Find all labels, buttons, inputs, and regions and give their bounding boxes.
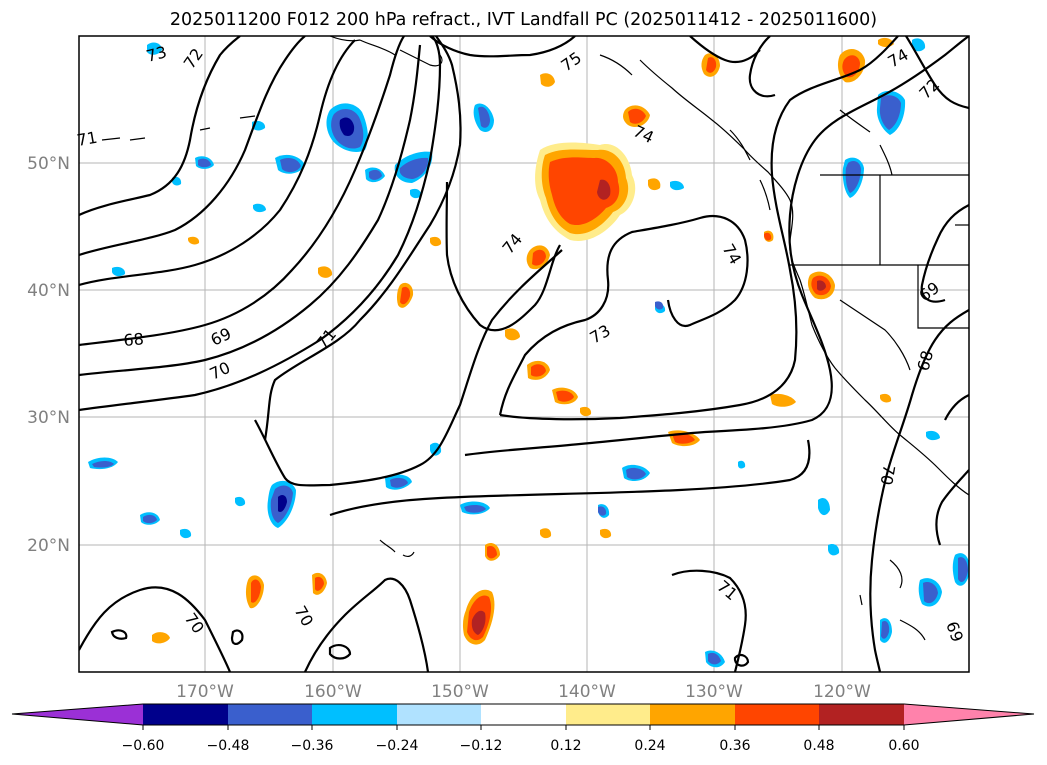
lat-label: 30°N: [27, 408, 70, 428]
longitude-labels: 170°W 160°W 150°W 140°W 130°W 120°W: [176, 682, 871, 702]
lat-label: 20°N: [27, 536, 70, 556]
map-title: 2025011200 F012 200 hPa refract., IVT La…: [169, 10, 878, 30]
contour-label: 73: [144, 42, 169, 66]
gridlines: [79, 36, 969, 672]
lon-label: 160°W: [304, 682, 362, 702]
map-frame-bg: [79, 36, 969, 672]
colorbar-ticks: [142, 725, 905, 730]
colorbar-segment: [735, 704, 819, 725]
colorbar-tick-label: 0.12: [550, 738, 581, 754]
coastlines: [101, 36, 969, 641]
lon-label: 170°W: [176, 682, 234, 702]
colorbar-segment: [566, 704, 650, 725]
colorbar-segment: [312, 704, 397, 725]
colorbar-tick-label: 0.60: [888, 738, 919, 754]
colorbar-tick-label: −0.60: [122, 738, 165, 754]
contour-label: 68: [914, 348, 938, 373]
colorbar-segment: [904, 704, 1034, 725]
colorbar-segment: [228, 704, 312, 725]
lon-label: 120°W: [813, 682, 871, 702]
colorbar-segment: [12, 704, 143, 725]
colorbar-tick-label: −0.24: [376, 738, 419, 754]
lat-label: 50°N: [27, 154, 70, 174]
colorbar-tick-label: −0.36: [291, 738, 334, 754]
contour-label: 70: [877, 463, 899, 486]
colorbar-segment: [819, 704, 904, 725]
colorbar-tick-label: 0.24: [634, 738, 665, 754]
lon-label: 150°W: [431, 682, 489, 702]
colorbar-segment: [397, 704, 481, 725]
lon-label: 140°W: [558, 682, 616, 702]
map-frame: [78, 35, 970, 673]
colorbar-tick-label: 0.36: [719, 738, 750, 754]
map-content: [79, 36, 969, 672]
colorbar-segment: [650, 704, 735, 725]
contour-label: 68: [123, 329, 145, 350]
colorbar-tick-label: −0.48: [207, 738, 250, 754]
colorbar-segment: [143, 704, 228, 725]
negative-anomaly-blobs: [88, 38, 969, 668]
positive-anomaly-blobs: [152, 37, 894, 645]
colorbar-segment: [481, 704, 566, 725]
colorbar-tick-label: 0.48: [803, 738, 834, 754]
lon-label: 130°W: [685, 682, 743, 702]
contour-label: 71: [75, 128, 98, 150]
latitude-labels: 50°N 40°N 30°N 20°N: [27, 154, 70, 556]
colorbar: −0.60 −0.48 −0.36 −0.24 −0.12 0.12 0.24 …: [11, 703, 1035, 754]
lat-label: 40°N: [27, 281, 70, 301]
colorbar-tick-label: −0.12: [460, 738, 503, 754]
